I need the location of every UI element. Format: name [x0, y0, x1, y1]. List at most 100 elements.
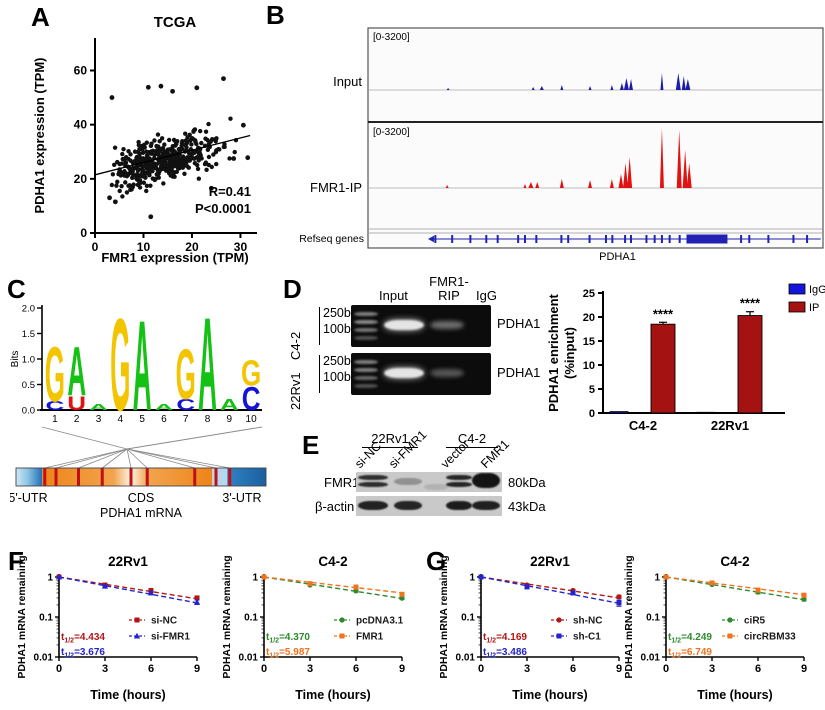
gel-cell-line-label: C4-2: [288, 331, 303, 360]
gel-bracket: [319, 307, 320, 345]
gel-size-label: 250bp: [323, 354, 358, 368]
svg-text:3: 3: [307, 663, 313, 675]
svg-text:Time (hours): Time (hours): [295, 688, 370, 702]
gel-cell-line-label: 22Rv1: [288, 372, 303, 410]
panel-letter-a: A: [31, 2, 50, 32]
svg-text:A: A: [220, 396, 239, 413]
svg-text:C4-2: C4-2: [720, 554, 749, 569]
svg-text:0: 0: [92, 240, 99, 254]
svg-text:0: 0: [56, 663, 62, 675]
gel-size-label: 100bp: [323, 370, 358, 384]
svg-text:C: C: [176, 396, 195, 413]
svg-text:t1/2=4.434: t1/2=4.434: [61, 632, 105, 645]
svg-text:****: ****: [653, 306, 674, 321]
blot-lane-label: si-NC: [352, 439, 385, 471]
svg-text:0: 0: [478, 663, 484, 675]
svg-text:22Rv1: 22Rv1: [108, 554, 148, 569]
svg-text:U: U: [67, 392, 86, 414]
gel-image: [351, 353, 491, 395]
svg-text:30: 30: [234, 240, 248, 254]
svg-text:0.01: 0.01: [34, 653, 54, 664]
svg-text:6: 6: [570, 663, 576, 675]
svg-text:si-FMR1: si-FMR1: [151, 632, 190, 643]
svg-text:pcDNA3.1: pcDNA3.1: [356, 616, 404, 627]
svg-text:8: 8: [205, 414, 211, 425]
svg-text:FMR1: FMR1: [356, 632, 384, 643]
svg-text:0.01: 0.01: [641, 653, 661, 664]
decay-chart-g-22rv1: 22Rv1 PDHA1 mRNA remaining 1 0.1 0.010 3 6 9 Tim…: [438, 554, 622, 702]
svg-text:C: C: [242, 381, 261, 418]
svg-text:t1/2=3.486: t1/2=3.486: [483, 647, 527, 660]
svg-text:3'-UTR: 3'-UTR: [222, 491, 261, 505]
gel-bracket: [319, 355, 320, 393]
svg-text:0: 0: [663, 663, 669, 675]
svg-text:9: 9: [194, 663, 200, 675]
svg-text:[0-3200]: [0-3200]: [373, 127, 410, 138]
svg-text:FMR1 expression (TPM): FMR1 expression (TPM): [101, 250, 248, 265]
svg-text:6: 6: [161, 414, 167, 425]
fmr1-blot-strip: [356, 472, 502, 492]
svg-text:G: G: [176, 335, 196, 415]
svg-text:0: 0: [261, 663, 267, 675]
panel-letter-c: C: [7, 274, 26, 304]
actin-blot-strip: [356, 496, 502, 516]
svg-text:ciR5: ciR5: [744, 616, 766, 627]
svg-text:(%input): (%input): [562, 327, 577, 379]
svg-text:22Rv1: 22Rv1: [711, 418, 749, 433]
svg-text:10: 10: [583, 360, 595, 372]
svg-text:C4-2: C4-2: [629, 418, 657, 433]
svg-text:15: 15: [583, 336, 595, 348]
decay-chart-f-c42: C4-2 PDHA1 mRNA remaining 1 0.1 0.010 3 6 9 Time…: [221, 554, 405, 702]
blot-protein-label: FMR1: [324, 475, 360, 490]
panel-letter-d: D: [283, 274, 302, 304]
svg-text:PDHA1 mRNA remaining: PDHA1 mRNA remaining: [623, 555, 635, 678]
svg-text:si-NC: si-NC: [151, 616, 177, 627]
gel-gene-label: PDHA1: [497, 316, 541, 331]
svg-text:0.1: 0.1: [244, 613, 258, 624]
svg-text:sh-NC: sh-NC: [573, 616, 602, 627]
rip-rt-pcr-gel-block: Input FMR1- RIP IgG C4-2 250bp 100bp PDH…: [288, 275, 551, 410]
svg-text:FMR1-IP: FMR1-IP: [310, 180, 362, 195]
svg-text:22Rv1: 22Rv1: [530, 554, 570, 569]
blot-group-c42: C4-2: [446, 431, 498, 448]
svg-text:TCGA: TCGA: [154, 14, 197, 31]
svg-text:20: 20: [583, 312, 595, 324]
svg-text:R=0.41: R=0.41: [209, 184, 251, 199]
svg-text:Time (hours): Time (hours): [90, 688, 165, 702]
svg-text:PDHA1: PDHA1: [599, 251, 636, 263]
svg-text:1.5: 1.5: [22, 329, 35, 340]
svg-text:A: A: [198, 291, 217, 439]
svg-text:CDS: CDS: [128, 491, 154, 505]
gel-size-label: 250bp: [323, 306, 358, 320]
svg-text:40: 40: [74, 118, 88, 132]
svg-text:A: A: [89, 403, 108, 412]
svg-text:3: 3: [102, 663, 108, 675]
svg-text:PDHA1 mRNA remaining: PDHA1 mRNA remaining: [16, 555, 28, 678]
svg-text:t1/2=4.370: t1/2=4.370: [266, 632, 310, 645]
svg-text:A: A: [67, 333, 86, 411]
svg-text:P<0.0001: P<0.0001: [195, 201, 251, 216]
svg-text:6: 6: [755, 663, 761, 675]
svg-text:PDHA1 mRNA remaining: PDHA1 mRNA remaining: [438, 555, 450, 678]
svg-text:t1/2=4.169: t1/2=4.169: [483, 632, 527, 645]
svg-text:C4-2: C4-2: [318, 554, 347, 569]
rip-seq-genome-browser-tracks: [0-3200] Input [0-3200] FMR1-IP Refseq genes…: [299, 27, 824, 263]
gel-lane-header-input: Input: [379, 288, 408, 303]
svg-text:PDHA1 mRNA: PDHA1 mRNA: [100, 506, 183, 520]
svg-text:1: 1: [47, 573, 53, 584]
svg-text:sh-C1: sh-C1: [573, 632, 601, 643]
svg-text:G: G: [241, 352, 261, 393]
svg-text:20: 20: [74, 172, 88, 186]
svg-text:9: 9: [801, 663, 807, 675]
svg-text:[0-3200]: [0-3200]: [373, 32, 410, 43]
svg-text:5: 5: [589, 384, 595, 396]
gel-gene-label: PDHA1: [497, 365, 541, 380]
tcga-correlation-scatter-plot: TCGA 0 20 40 60 0 10 20 30 PDHA1 expression (TPM)…: [32, 14, 257, 265]
svg-text:0.01: 0.01: [456, 653, 476, 664]
svg-text:1: 1: [52, 414, 58, 425]
pdha1-enrichment-bar-chart: 0 5 10 15 20 25 PDHA1 enrichment (%input) C4-2 **…: [546, 283, 825, 433]
svg-text:1.0: 1.0: [22, 355, 35, 366]
svg-text:t1/2=3.676: t1/2=3.676: [61, 647, 105, 660]
svg-text:6: 6: [353, 663, 359, 675]
svg-text:20: 20: [185, 240, 199, 254]
